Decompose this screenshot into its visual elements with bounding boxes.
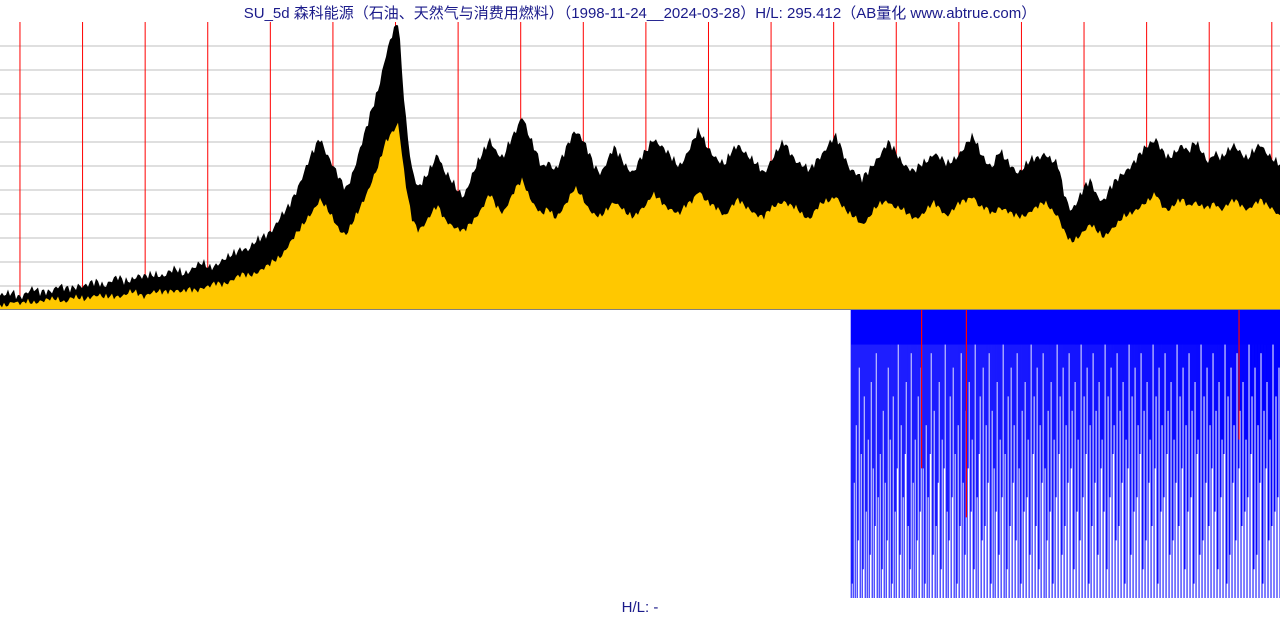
footer-hl-label: H/L: - — [0, 599, 1280, 616]
chart-title: SU_5d 森科能源（石油、天然气与消费用燃料）（1998-11-24__202… — [0, 2, 1280, 23]
chart-container: { "title": "SU_5d 森科能源（石油、天然气与消费用燃料）（199… — [0, 0, 1280, 620]
bottom-indicator-chart — [0, 310, 1280, 598]
top-price-chart — [0, 22, 1280, 310]
